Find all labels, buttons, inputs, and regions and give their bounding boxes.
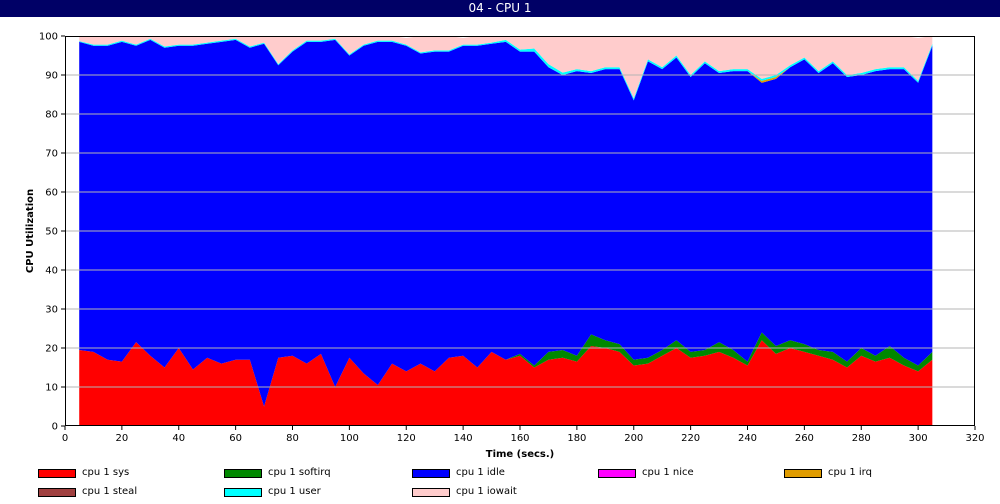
series-area-2 bbox=[79, 39, 933, 407]
x-tick-label-9: 180 bbox=[567, 433, 586, 444]
x-tick-label-6: 120 bbox=[397, 433, 416, 444]
y-tick-label-2: 20 bbox=[45, 344, 58, 355]
legend-label: cpu 1 iowait bbox=[456, 486, 517, 497]
y-tick-label-7: 70 bbox=[45, 149, 58, 160]
y-axis-label: CPU Utilization bbox=[25, 189, 36, 273]
legend-label: cpu 1 softirq bbox=[268, 467, 331, 478]
legend-swatch bbox=[412, 468, 450, 478]
y-tick-label-4: 40 bbox=[45, 266, 58, 277]
legend-item: cpu 1 irq bbox=[784, 467, 872, 479]
legend-label: cpu 1 idle bbox=[456, 467, 505, 478]
legend-swatch bbox=[224, 487, 262, 497]
y-tick-label-0: 0 bbox=[52, 422, 58, 433]
y-tick-label-6: 60 bbox=[45, 188, 58, 199]
x-tick-label-8: 160 bbox=[510, 433, 529, 444]
y-tick-label-3: 30 bbox=[45, 305, 58, 316]
legend-item: cpu 1 steal bbox=[38, 486, 137, 498]
x-tick-label-2: 40 bbox=[172, 433, 185, 444]
legend-swatch bbox=[784, 468, 822, 478]
x-tick-label-0: 0 bbox=[62, 433, 68, 444]
legend-swatch bbox=[38, 487, 76, 497]
y-tick-label-9: 90 bbox=[45, 71, 58, 82]
x-tick-label-13: 260 bbox=[795, 433, 814, 444]
y-tick-label-5: 50 bbox=[45, 227, 58, 238]
series-area-1 bbox=[79, 332, 933, 407]
legend-label: cpu 1 irq bbox=[828, 467, 872, 478]
x-tick-label-3: 60 bbox=[229, 433, 242, 444]
legend-swatch bbox=[224, 468, 262, 478]
legend-label: cpu 1 user bbox=[268, 486, 321, 497]
legend-item: cpu 1 idle bbox=[412, 467, 505, 479]
y-tick-label-1: 10 bbox=[45, 383, 58, 394]
y-tick-label-8: 80 bbox=[45, 110, 58, 121]
series-area-7 bbox=[79, 36, 933, 99]
legend-item: cpu 1 user bbox=[224, 486, 321, 498]
x-tick-label-10: 200 bbox=[624, 433, 643, 444]
chart-canvas: 0 20 40 60 80 100 120 140 160 180 200 220 240 260 280 3… bbox=[0, 17, 1000, 504]
series-area-0 bbox=[79, 340, 933, 426]
legend-item: cpu 1 softirq bbox=[224, 467, 331, 479]
legend-item: cpu 1 sys bbox=[38, 467, 129, 479]
x-tick-label-11: 220 bbox=[681, 433, 700, 444]
x-tick-label-4: 80 bbox=[286, 433, 299, 444]
legend-swatch bbox=[598, 468, 636, 478]
legend-item: cpu 1 nice bbox=[598, 467, 694, 479]
legend-label: cpu 1 sys bbox=[82, 467, 130, 478]
x-tick-label-16: 320 bbox=[965, 433, 984, 444]
x-tick-label-7: 140 bbox=[454, 433, 473, 444]
x-tick-label-15: 300 bbox=[909, 433, 928, 444]
x-tick-label-14: 280 bbox=[852, 433, 871, 444]
legend-label: cpu 1 nice bbox=[642, 467, 694, 478]
legend-item: cpu 1 iowait bbox=[412, 486, 517, 498]
legend-swatch bbox=[412, 487, 450, 497]
x-tick-label-1: 20 bbox=[116, 433, 129, 444]
x-tick-label-5: 100 bbox=[340, 433, 359, 444]
x-axis-label: Time (secs.) bbox=[486, 449, 555, 460]
legend-label: cpu 1 steal bbox=[82, 486, 138, 497]
cpu-utilization-chart: 0 20 40 60 80 100 120 140 160 180 200 220 240 260 280 3… bbox=[25, 32, 985, 461]
window-title: 04 - CPU 1 bbox=[0, 0, 1000, 17]
x-tick-label-12: 240 bbox=[738, 433, 757, 444]
plot-frame bbox=[65, 36, 975, 426]
y-tick-label-10: 100 bbox=[39, 32, 58, 43]
legend-swatch bbox=[38, 468, 76, 478]
